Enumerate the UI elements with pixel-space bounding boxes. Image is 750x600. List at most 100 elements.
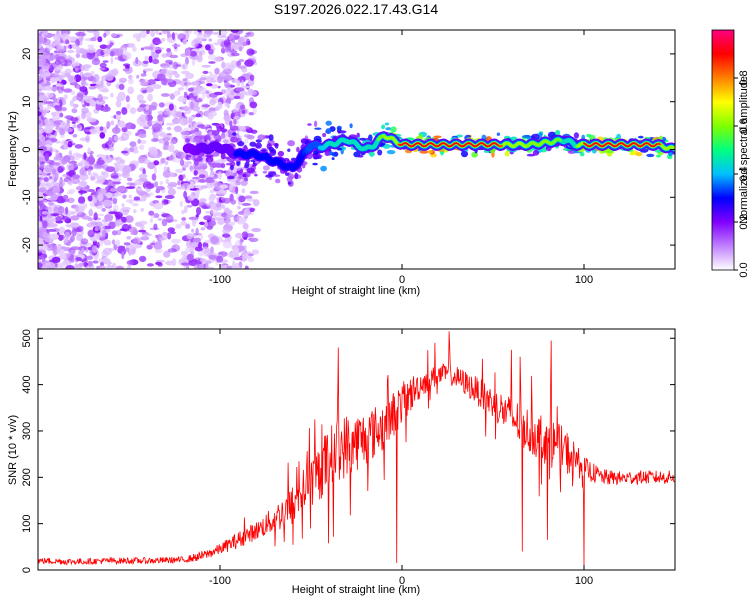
noise-blob bbox=[199, 198, 207, 203]
colorbar-tick-label: 0.0 bbox=[738, 262, 750, 277]
noise-blob bbox=[236, 60, 241, 67]
noise-blob bbox=[183, 94, 189, 98]
noise-blob bbox=[161, 218, 168, 227]
noise-blob bbox=[161, 53, 168, 58]
x-tick-label: 0 bbox=[399, 274, 405, 286]
noise-blob bbox=[198, 50, 206, 56]
noise-blob bbox=[164, 161, 169, 166]
noise-blob bbox=[53, 50, 61, 54]
noise-blob bbox=[161, 66, 170, 69]
noise-blob bbox=[139, 224, 145, 231]
noise-blob bbox=[223, 39, 231, 46]
noise-blob bbox=[121, 127, 128, 133]
ridge-spread-blob bbox=[357, 154, 364, 158]
noise-blob bbox=[76, 234, 84, 242]
noise-blob bbox=[79, 168, 85, 175]
ridge-spread-blob bbox=[244, 164, 249, 169]
noise-blob bbox=[220, 47, 226, 54]
noise-blob bbox=[181, 64, 186, 70]
noise-blob bbox=[195, 189, 200, 196]
noise-blob bbox=[103, 239, 112, 246]
colorbar-label: Normalized spectral amplitude bbox=[738, 76, 750, 224]
noise-blob bbox=[208, 220, 217, 226]
snr-y-tick-label: 0 bbox=[21, 567, 33, 573]
noise-blob bbox=[222, 240, 232, 249]
ridge-spread-blob bbox=[322, 132, 327, 138]
noise-blob bbox=[43, 101, 54, 104]
noise-blob bbox=[168, 61, 173, 65]
noise-blob bbox=[65, 45, 71, 49]
noise-blob bbox=[153, 166, 158, 175]
noise-blob bbox=[145, 183, 155, 190]
noise-blob bbox=[155, 261, 162, 266]
noise-blob bbox=[198, 179, 207, 183]
noise-blob bbox=[180, 262, 190, 266]
noise-blob bbox=[177, 33, 186, 41]
noise-blob bbox=[181, 182, 192, 191]
noise-blob bbox=[199, 221, 205, 225]
noise-blob bbox=[143, 126, 150, 130]
noise-blob bbox=[180, 131, 190, 136]
noise-blob bbox=[193, 264, 198, 269]
noise-blob bbox=[238, 46, 243, 52]
noise-blob bbox=[59, 263, 66, 269]
ridge-spread-blob bbox=[638, 135, 644, 139]
noise-blob bbox=[74, 263, 79, 269]
noise-blob bbox=[89, 99, 97, 107]
noise-blob bbox=[92, 260, 99, 264]
noise-blob bbox=[205, 266, 215, 269]
ridge-spread-blob bbox=[555, 129, 561, 136]
noise-blob bbox=[216, 255, 224, 263]
ridge-spread-blob bbox=[390, 126, 397, 133]
noise-blob bbox=[209, 71, 212, 75]
noise-blob bbox=[161, 93, 170, 97]
noise-blob bbox=[203, 215, 213, 221]
noise-blob bbox=[116, 110, 122, 115]
noise-blob bbox=[222, 233, 231, 238]
noise-blob bbox=[69, 117, 79, 122]
noise-blob bbox=[63, 88, 73, 93]
snr-ticks: -100 0 100 0 100 200 300 400 500 bbox=[21, 329, 675, 587]
ridge-spread-blob bbox=[286, 175, 293, 183]
noise-blob bbox=[106, 44, 112, 49]
noise-blob bbox=[58, 226, 66, 235]
noise-blob bbox=[185, 56, 189, 65]
noise-blob bbox=[163, 111, 171, 115]
noise-blob bbox=[209, 77, 218, 83]
noise-blob bbox=[192, 237, 201, 243]
noise-blob bbox=[54, 140, 61, 144]
noise-blob bbox=[121, 216, 127, 223]
snr-x-tick-label: 0 bbox=[399, 575, 405, 587]
noise-blob bbox=[225, 214, 235, 218]
noise-blob bbox=[158, 32, 162, 35]
noise-blob bbox=[42, 107, 50, 113]
ridge-spread-blob bbox=[273, 174, 281, 177]
ridge-spread-blob bbox=[196, 135, 201, 139]
noise-blob bbox=[91, 36, 97, 42]
ridge-spread-blob bbox=[419, 150, 429, 154]
noise-blob bbox=[96, 179, 106, 183]
noise-blob bbox=[193, 232, 202, 236]
noise-blob bbox=[144, 86, 154, 93]
noise-blob bbox=[133, 209, 137, 214]
noise-blob bbox=[66, 197, 75, 204]
noise-blob bbox=[55, 54, 60, 60]
noise-blob bbox=[133, 244, 143, 249]
noise-blob bbox=[153, 242, 163, 250]
ridge-spread-blob bbox=[274, 143, 279, 149]
noise-blob bbox=[62, 260, 72, 266]
ridge-spread-blob bbox=[589, 134, 596, 141]
noise-blob bbox=[167, 227, 175, 233]
noise-blob bbox=[233, 95, 241, 100]
ridge-spread-blob bbox=[232, 132, 237, 136]
noise-blob bbox=[208, 112, 213, 117]
ridge-spread-blob bbox=[200, 126, 206, 130]
noise-blob bbox=[190, 181, 195, 189]
noise-blob bbox=[169, 63, 174, 70]
noise-blob bbox=[185, 72, 194, 79]
noise-blob bbox=[71, 228, 77, 237]
noise-blob bbox=[45, 85, 53, 91]
ridge-spread-blob bbox=[252, 130, 258, 134]
noise-blob bbox=[219, 184, 228, 189]
noise-blob bbox=[169, 171, 175, 178]
